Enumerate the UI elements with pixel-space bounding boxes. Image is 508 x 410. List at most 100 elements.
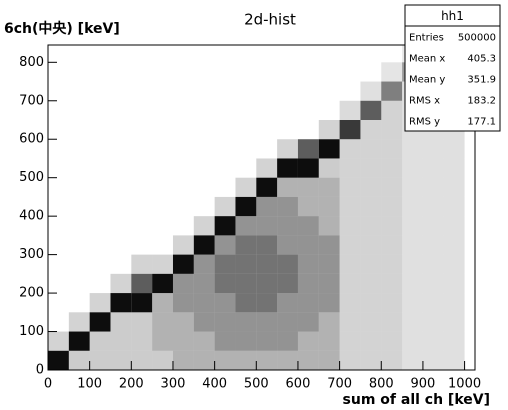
cell: [69, 101, 90, 120]
cell: [381, 177, 403, 197]
cell: [90, 197, 111, 216]
y-tick-label: 100: [19, 324, 44, 339]
cell: [318, 331, 340, 351]
cell: [277, 350, 298, 370]
cell: [402, 216, 423, 236]
cell: [443, 254, 465, 274]
x-tick-label: 200: [119, 377, 144, 392]
cell: [256, 331, 278, 351]
y-tick-label: 0: [36, 363, 44, 378]
cell: [339, 235, 361, 255]
cell: [68, 350, 90, 370]
cell: [69, 274, 90, 293]
cell: [48, 197, 69, 216]
cell: [339, 216, 361, 236]
cell: [360, 120, 382, 140]
x-tick-label: 100: [77, 377, 102, 392]
cell: [90, 274, 111, 293]
cell: [402, 273, 423, 294]
cell: [69, 120, 90, 139]
cell: [193, 350, 215, 370]
cell: [194, 120, 215, 139]
cell: [297, 235, 319, 255]
cell: [256, 273, 278, 294]
cell: [110, 350, 132, 370]
cell: [277, 235, 298, 255]
cell: [340, 45, 361, 62]
cell: [90, 255, 111, 274]
cell: [193, 331, 215, 351]
cell: [173, 101, 194, 120]
cell: [89, 350, 111, 370]
cell: [235, 312, 257, 332]
cell: [110, 139, 131, 158]
cell: [277, 82, 298, 101]
cell: [48, 255, 69, 274]
cell: [360, 293, 382, 313]
cell: [152, 216, 173, 235]
cell: [48, 274, 69, 293]
cell: [443, 293, 465, 313]
cell: [235, 216, 257, 236]
cell: [69, 216, 90, 235]
cell: [193, 216, 215, 236]
cell: [172, 235, 194, 255]
cell: [256, 312, 278, 332]
cell: [297, 177, 319, 197]
cell: [48, 82, 69, 101]
cell: [89, 331, 111, 351]
cell: [152, 120, 173, 139]
cell: [235, 45, 256, 62]
cell: [402, 196, 423, 217]
cell: [277, 216, 298, 236]
cell: [381, 158, 403, 178]
cell: [402, 312, 423, 332]
cell: [214, 216, 236, 236]
cell: [194, 158, 215, 177]
cell: [152, 254, 173, 274]
x-tick-label: 0: [44, 377, 52, 392]
cell: [360, 196, 382, 217]
cell: [110, 273, 132, 294]
cell: [318, 273, 340, 294]
cell: [131, 331, 153, 351]
stats-title: hh1: [441, 9, 464, 23]
cell: [131, 197, 152, 216]
stats-value: 500000: [458, 33, 496, 44]
cell: [110, 293, 132, 313]
cell: [214, 235, 236, 255]
cell: [215, 101, 236, 120]
cell: [110, 101, 131, 120]
stats-label: Mean x: [409, 54, 445, 65]
cell: [360, 216, 382, 236]
cell: [48, 120, 69, 139]
cell: [152, 350, 173, 370]
cell: [215, 62, 236, 81]
cell: [318, 177, 340, 197]
x-axis-label: sum of all ch [keV]: [343, 392, 490, 408]
cell: [422, 312, 444, 332]
cell: [152, 82, 173, 101]
cell: [131, 254, 153, 274]
cell: [152, 45, 173, 62]
cell: [152, 235, 173, 254]
cell: [110, 255, 131, 274]
cell: [152, 273, 173, 294]
cell: [422, 293, 444, 313]
cell: [68, 331, 90, 351]
y-tick-label: 300: [19, 247, 44, 262]
cell: [318, 254, 340, 274]
stats-label: Mean y: [409, 75, 445, 86]
cell: [298, 62, 319, 81]
cell: [256, 196, 278, 217]
cell: [152, 293, 173, 313]
cell: [110, 120, 131, 139]
cell: [339, 120, 361, 140]
cell: [235, 235, 257, 255]
cell: [360, 139, 382, 159]
cell: [443, 235, 465, 255]
x-tick-label: 600: [286, 377, 311, 392]
cell: [318, 139, 340, 159]
stats-label: RMS y: [409, 117, 440, 128]
cell: [235, 196, 257, 217]
